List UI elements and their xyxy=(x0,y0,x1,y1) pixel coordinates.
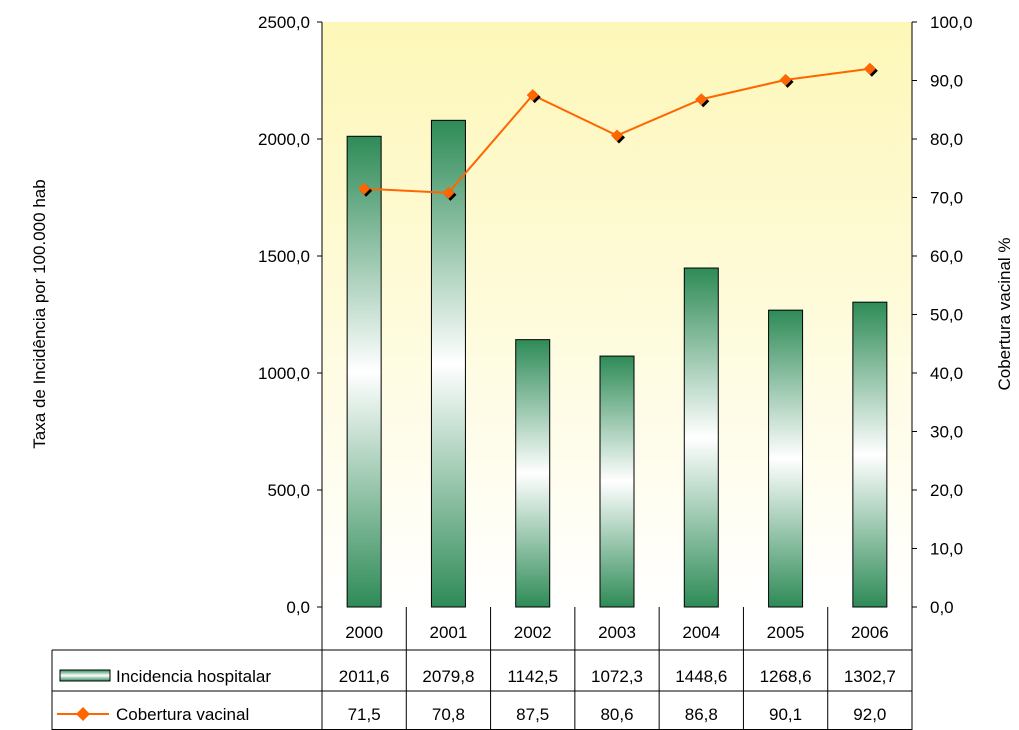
line-series-cobertura xyxy=(358,62,878,201)
left-tick-label: 0,0 xyxy=(286,598,310,617)
bar-2003 xyxy=(599,355,635,608)
bar-2001 xyxy=(430,119,466,608)
data-table: 2000 2001 2002 2003 2004 2005 2006 Incidencia … xyxy=(51,607,913,730)
category-label-2005: 2005 xyxy=(767,623,805,642)
data-label-incidencia-2001: 2079,8 xyxy=(422,667,474,686)
marker-2001 xyxy=(442,186,455,199)
right-axis-ticks: 0,0 10,0 20,0 30,0 40,0 50,0 60,0 70,0 80,0 90,0 1… xyxy=(912,13,973,617)
category-label-2002: 2002 xyxy=(514,623,552,642)
marker-2006 xyxy=(863,62,876,75)
legend-label-cobertura: Cobertura vacinal xyxy=(116,705,249,724)
left-tick-label: 2000,0 xyxy=(258,130,310,149)
marker-2000 xyxy=(358,182,371,195)
left-tick-label: 1500,0 xyxy=(258,247,310,266)
data-label-cobertura-2000: 71,5 xyxy=(348,705,381,724)
right-axis-title: Cobertura vacinal % xyxy=(995,237,1014,390)
right-tick-label: 70,0 xyxy=(930,189,963,208)
right-tick-label: 50,0 xyxy=(930,306,963,325)
right-tick-label: 100,0 xyxy=(930,13,973,32)
bar-2002 xyxy=(515,339,551,608)
right-tick-label: 0,0 xyxy=(930,598,954,617)
category-label-2000: 2000 xyxy=(345,623,383,642)
bar-2005 xyxy=(768,309,804,608)
left-tick-label: 1000,0 xyxy=(258,364,310,383)
left-axis-title: Taxa de Incidência por 100.000 hab xyxy=(30,179,49,448)
bar-2004 xyxy=(683,267,719,608)
right-tick-label: 80,0 xyxy=(930,130,963,149)
data-label-cobertura-2005: 90,1 xyxy=(769,705,802,724)
data-label-incidencia-2005: 1268,6 xyxy=(760,667,812,686)
right-tick-label: 20,0 xyxy=(930,481,963,500)
category-label-2001: 2001 xyxy=(430,623,468,642)
data-table-row-cobertura: Cobertura vacinal 71,5 70,8 87,5 80,6 86,8 90… xyxy=(57,705,886,724)
right-tick-label: 40,0 xyxy=(930,364,963,383)
marker-2005 xyxy=(779,73,792,86)
data-table-categories: 2000 2001 2002 2003 2004 2005 2006 xyxy=(345,623,889,642)
right-tick-label: 30,0 xyxy=(930,423,963,442)
bar-2006 xyxy=(852,301,888,608)
data-label-cobertura-2001: 70,8 xyxy=(432,705,465,724)
category-label-2003: 2003 xyxy=(598,623,636,642)
right-tick-label: 60,0 xyxy=(930,247,963,266)
data-label-incidencia-2003: 1072,3 xyxy=(591,667,643,686)
bar-2000 xyxy=(346,135,382,608)
left-tick-label: 2500,0 xyxy=(258,13,310,32)
right-tick-label: 90,0 xyxy=(930,72,963,91)
marker-2002 xyxy=(526,89,539,102)
legend-bar-swatch xyxy=(59,669,111,682)
legend-label-incidencia: Incidencia hospitalar xyxy=(116,667,271,686)
marker-2003 xyxy=(611,129,623,142)
data-label-incidencia-2004: 1448,6 xyxy=(675,667,727,686)
data-label-incidencia-2002: 1142,5 xyxy=(507,667,558,686)
data-label-cobertura-2004: 86,8 xyxy=(685,705,718,724)
category-label-2006: 2006 xyxy=(851,623,889,642)
category-label-2004: 2004 xyxy=(682,623,720,642)
left-tick-label: 500,0 xyxy=(267,481,310,500)
data-label-incidencia-2006: 1302,7 xyxy=(844,667,896,686)
legend-line-marker xyxy=(76,707,90,721)
left-axis-ticks: 0,0 500,0 1000,0 1500,0 2000,0 2500,0 xyxy=(258,13,322,617)
data-label-incidencia-2000: 2011,6 xyxy=(339,667,390,686)
data-label-cobertura-2002: 87,5 xyxy=(516,705,549,724)
marker-2004 xyxy=(695,93,708,106)
data-label-cobertura-2003: 80,6 xyxy=(600,705,633,724)
right-tick-label: 10,0 xyxy=(930,540,963,559)
data-table-row-incidencia: Incidencia hospitalar 2011,6 2079,8 1142,5… xyxy=(59,667,896,686)
data-label-cobertura-2006: 92,0 xyxy=(853,705,886,724)
bar-series-incidencia xyxy=(346,119,888,608)
